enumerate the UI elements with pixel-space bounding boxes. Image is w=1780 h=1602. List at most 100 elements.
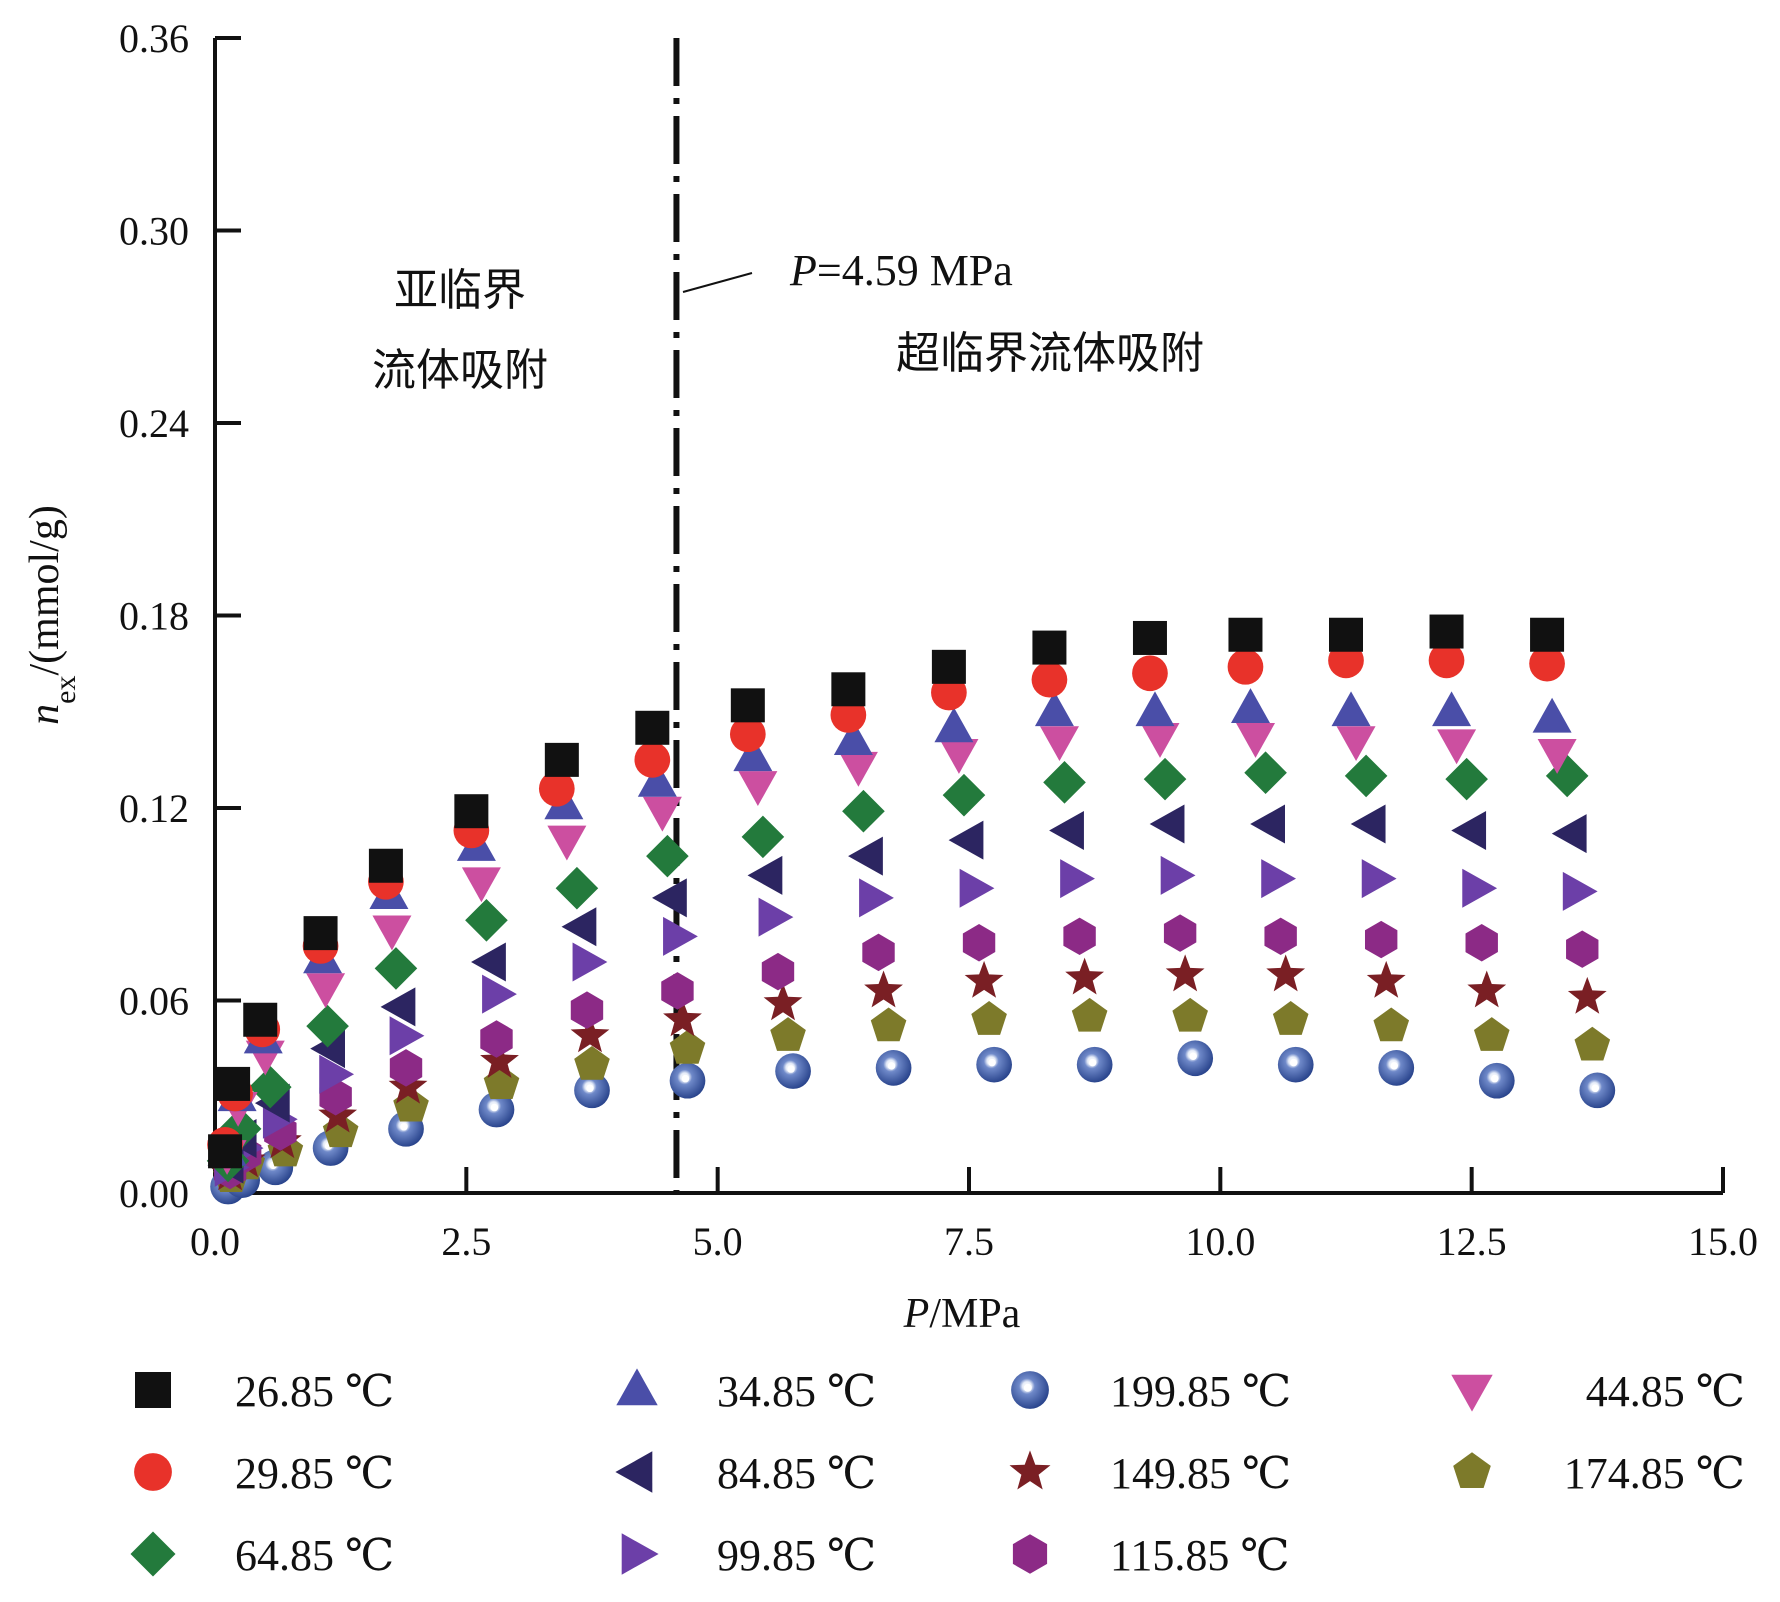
legend: 26.85 ℃ 34.85 ℃ 199.85 ℃ 44.85 ℃ 29.85 ℃ 84.8… [130, 1367, 1745, 1580]
hexagon-marker [761, 952, 795, 991]
star-marker [864, 970, 903, 1008]
pentagon-marker [574, 1045, 610, 1080]
legend-item: 199.85 ℃ [1011, 1367, 1291, 1416]
series-174.85 [213, 997, 1611, 1193]
diamond-marker [1143, 757, 1187, 801]
legend-item: 26.85 ℃ [135, 1367, 394, 1416]
x-tick-label: 0.0 [190, 1219, 240, 1264]
triangle-right-marker [663, 916, 698, 956]
legend-item: 149.85 ℃ [1009, 1449, 1291, 1498]
pentagon-marker [1574, 1026, 1611, 1061]
triangle-up-marker [1532, 697, 1572, 733]
triangle-right-marker [959, 868, 995, 908]
legend-item: 99.85 ℃ [621, 1531, 876, 1580]
diamond-marker [1545, 754, 1589, 798]
star-marker [480, 1041, 519, 1078]
legend-label: 29.85 ℃ [235, 1449, 394, 1498]
triangle-down-marker [1336, 726, 1376, 762]
triangle-left-marker [848, 836, 883, 876]
square-marker [931, 649, 966, 684]
circle-marker [729, 716, 766, 753]
sphere-marker [775, 1053, 811, 1089]
circle-marker [634, 742, 671, 778]
y-tick-label: 0.06 [119, 979, 189, 1024]
critical-pressure-label: P=4.59 MPa [789, 246, 1013, 295]
square-marker [635, 710, 670, 745]
square-marker [368, 848, 403, 883]
diamond-marker [1043, 761, 1086, 804]
sphere-marker [1076, 1046, 1113, 1083]
diamond-marker [248, 1065, 292, 1109]
square-marker [208, 1134, 243, 1169]
legend-label: 84.85 ℃ [717, 1449, 876, 1498]
diamond-marker [374, 947, 418, 990]
pentagon-marker [1453, 1452, 1491, 1488]
series-26.85 [208, 614, 1565, 1169]
y-axis-title-unit: /(mmol/g) [22, 505, 68, 675]
legend-item: 44.85 ℃ [1451, 1367, 1745, 1416]
star-marker [1165, 954, 1205, 992]
subcritical-label-line2: 流体吸附 [372, 345, 548, 396]
x-tick-label: 7.5 [944, 1219, 994, 1264]
sphere-marker [875, 1050, 912, 1086]
hexagon-marker [962, 924, 996, 962]
x-tick-label: 2.5 [441, 1219, 491, 1264]
y-tick-label: 0.00 [119, 1171, 189, 1216]
star-marker [1467, 970, 1507, 1008]
triangle-left-marker [310, 1029, 346, 1069]
triangle-down-marker [1451, 1374, 1493, 1412]
sphere-marker [1011, 1371, 1049, 1409]
diamond-marker [741, 815, 785, 859]
square-marker [454, 794, 489, 829]
star-marker [964, 960, 1004, 998]
hexagon-marker [1566, 930, 1599, 968]
y-tick-label: 0.12 [119, 786, 189, 831]
circle-marker [1227, 648, 1264, 685]
triangle-left-marker [615, 1451, 653, 1493]
square-marker [1132, 620, 1167, 655]
y-tick-label: 0.30 [119, 209, 189, 254]
legend-label: 174.85 ℃ [1564, 1449, 1745, 1498]
y-axis-title: nex/(mmol/g) [22, 505, 82, 725]
sphere-marker [1378, 1050, 1415, 1086]
y-axis-title-symbol: n [22, 704, 68, 725]
triangle-right-marker [758, 897, 794, 937]
diamond-marker [130, 1531, 176, 1577]
triangle-up-marker [1034, 691, 1074, 727]
legend-label: 34.85 ℃ [717, 1367, 876, 1416]
hexagon-marker [480, 1020, 513, 1058]
x-tick-label: 12.5 [1437, 1219, 1507, 1264]
triangle-right-marker [1462, 868, 1498, 908]
square-marker [243, 1002, 278, 1037]
triangle-down-marker [1537, 739, 1577, 774]
data-markers [206, 614, 1616, 1205]
triangle-down-marker [838, 751, 878, 787]
pentagon-marker [1172, 997, 1208, 1032]
x-tick-label: 15.0 [1688, 1219, 1758, 1264]
triangle-up-marker [1331, 691, 1371, 727]
triangle-right-marker [482, 974, 517, 1014]
x-axis-ticks: 0.0 2.5 5.0 7.5 10.0 12.5 15.0 [190, 1167, 1758, 1264]
square-marker [1530, 617, 1565, 652]
diamond-marker [218, 1107, 262, 1151]
circle-marker [1031, 661, 1068, 698]
legend-item: 34.85 ℃ [616, 1367, 876, 1416]
legend-item: 29.85 ℃ [134, 1449, 394, 1498]
triangle-down-marker [1236, 723, 1276, 758]
triangle-left-marker [1049, 810, 1084, 850]
triangle-down-marker [547, 825, 587, 861]
square-marker [831, 672, 866, 707]
critical-pressure-symbol: P [789, 246, 817, 295]
triangle-right-marker [1562, 871, 1598, 911]
x-tick-label: 5.0 [693, 1219, 743, 1264]
triangle-right-marker [1261, 859, 1297, 899]
legend-item: 84.85 ℃ [615, 1449, 876, 1498]
diamond-marker [465, 898, 508, 942]
triangle-up-marker [637, 761, 677, 797]
y-tick-label: 0.18 [119, 594, 189, 639]
triangle-right-marker [621, 1533, 659, 1575]
sphere-marker [976, 1046, 1012, 1083]
triangle-left-marker [1551, 814, 1587, 854]
triangle-down-marker [1039, 726, 1079, 762]
legend-item: 64.85 ℃ [130, 1531, 394, 1580]
